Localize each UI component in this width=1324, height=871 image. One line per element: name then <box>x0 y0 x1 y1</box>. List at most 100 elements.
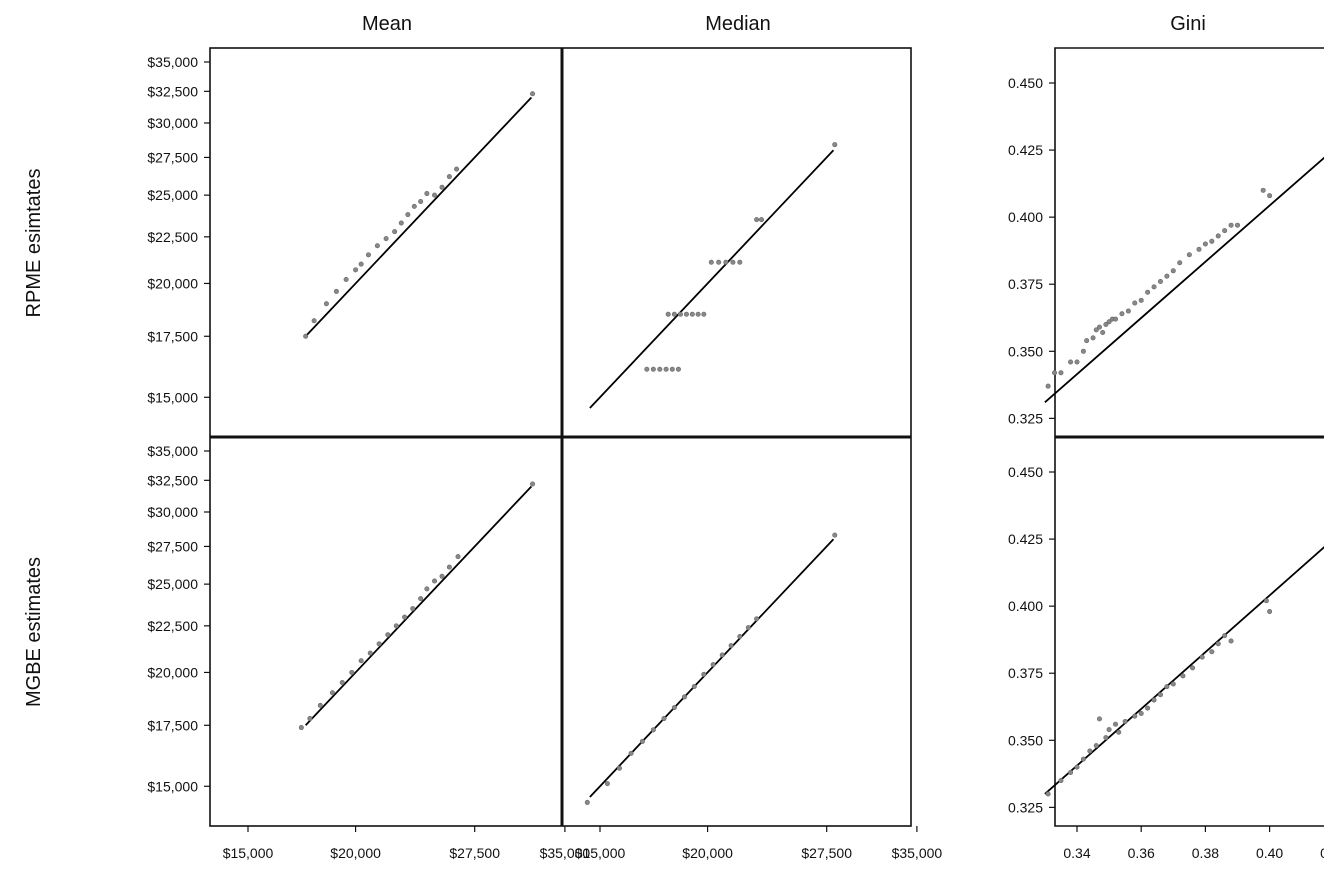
data-point <box>358 261 364 267</box>
data-point <box>1170 268 1176 274</box>
data-point <box>1228 222 1234 228</box>
data-point <box>1122 719 1128 725</box>
data-point <box>1222 633 1228 639</box>
data-point <box>298 725 304 731</box>
row-label-rpme: RPME esimtates <box>23 169 45 318</box>
data-point <box>424 191 430 197</box>
income-x-tick-label: $15,000 <box>575 845 626 861</box>
gini-y-tick-label: 0.425 <box>1008 531 1043 547</box>
data-point <box>1068 769 1074 775</box>
income-y-tick-label: $17,500 <box>147 717 198 733</box>
data-point <box>446 174 452 180</box>
row-label-mgbe: MGBE estimates <box>23 557 45 707</box>
data-point <box>723 259 729 265</box>
data-point <box>455 554 461 560</box>
data-point <box>650 366 656 372</box>
reference-line-r1-c0 <box>304 485 533 726</box>
data-point <box>329 690 335 696</box>
data-point <box>446 564 452 570</box>
data-point <box>1093 743 1099 749</box>
data-point <box>339 679 345 685</box>
gini-y-tick-label: 0.400 <box>1008 598 1043 614</box>
data-point <box>1119 311 1125 317</box>
data-point <box>1186 252 1192 258</box>
data-point <box>1087 748 1093 754</box>
data-point <box>454 166 460 172</box>
data-point <box>1209 238 1215 244</box>
data-point <box>311 318 317 324</box>
income-y-tick-label: $25,000 <box>147 576 198 592</box>
data-point <box>628 750 634 756</box>
data-point <box>1199 654 1205 660</box>
data-point <box>737 634 743 640</box>
data-point <box>737 259 743 265</box>
data-point <box>1113 316 1119 322</box>
data-point <box>1074 359 1080 365</box>
data-point <box>1145 289 1151 295</box>
data-point <box>639 738 645 744</box>
data-point <box>402 614 408 620</box>
data-point <box>1170 681 1176 687</box>
income-y-tick-label: $30,000 <box>147 504 198 520</box>
gini-y-tick-label: 0.350 <box>1008 732 1043 748</box>
data-point <box>665 311 671 317</box>
data-point <box>1267 609 1273 615</box>
data-point <box>650 727 656 733</box>
data-point <box>303 333 309 339</box>
data-point <box>1190 665 1196 671</box>
gini-x-tick-label: 0.34 <box>1063 845 1090 861</box>
data-point <box>1096 324 1102 330</box>
data-point <box>1260 187 1266 193</box>
data-point <box>691 684 697 690</box>
data-point <box>1058 778 1064 784</box>
data-point <box>439 573 445 579</box>
column-title-mean: Mean <box>362 13 412 35</box>
data-point <box>1080 348 1086 354</box>
data-point <box>832 142 838 148</box>
data-point <box>644 366 650 372</box>
data-point <box>1106 319 1112 325</box>
data-point <box>323 301 329 307</box>
data-point <box>1074 764 1080 770</box>
gini-y-tick-label: 0.325 <box>1008 799 1043 815</box>
data-point <box>661 716 667 722</box>
data-point <box>353 267 359 273</box>
data-point <box>432 192 438 198</box>
data-point <box>1157 279 1163 285</box>
data-point <box>671 705 677 711</box>
data-point <box>418 596 424 602</box>
data-point <box>701 311 707 317</box>
data-point <box>1132 713 1138 719</box>
income-y-tick-label: $22,500 <box>147 618 198 634</box>
data-point <box>1222 228 1228 234</box>
data-point <box>695 311 701 317</box>
gini-y-tick-label: 0.425 <box>1008 142 1043 158</box>
data-point <box>1100 330 1106 336</box>
reference-line-r0-c2 <box>1044 156 1324 403</box>
data-point <box>1209 649 1215 655</box>
data-point <box>1180 673 1186 679</box>
income-y-tick-label: $20,000 <box>147 275 198 291</box>
data-point <box>1116 729 1122 735</box>
data-point <box>383 236 389 242</box>
income-x-tick-label: $15,000 <box>223 845 274 861</box>
gini-y-tick-label: 0.325 <box>1008 410 1043 426</box>
column-title-gini: Gini <box>1170 13 1206 35</box>
data-point <box>657 366 663 372</box>
data-point <box>358 658 364 664</box>
gini-y-tick-label: 0.375 <box>1008 665 1043 681</box>
reference-line-r0-c1 <box>589 149 835 409</box>
data-point <box>317 702 323 708</box>
data-point <box>1068 359 1074 365</box>
data-point <box>681 694 687 700</box>
data-point <box>385 632 391 638</box>
data-point <box>418 199 424 205</box>
data-point <box>410 606 416 612</box>
data-point <box>1267 193 1273 199</box>
data-point <box>669 366 675 372</box>
data-point <box>1215 233 1221 239</box>
data-point <box>616 765 622 771</box>
reference-line-r0-c0 <box>304 96 533 337</box>
income-y-tick-label: $35,000 <box>147 54 198 70</box>
data-point <box>1164 273 1170 279</box>
